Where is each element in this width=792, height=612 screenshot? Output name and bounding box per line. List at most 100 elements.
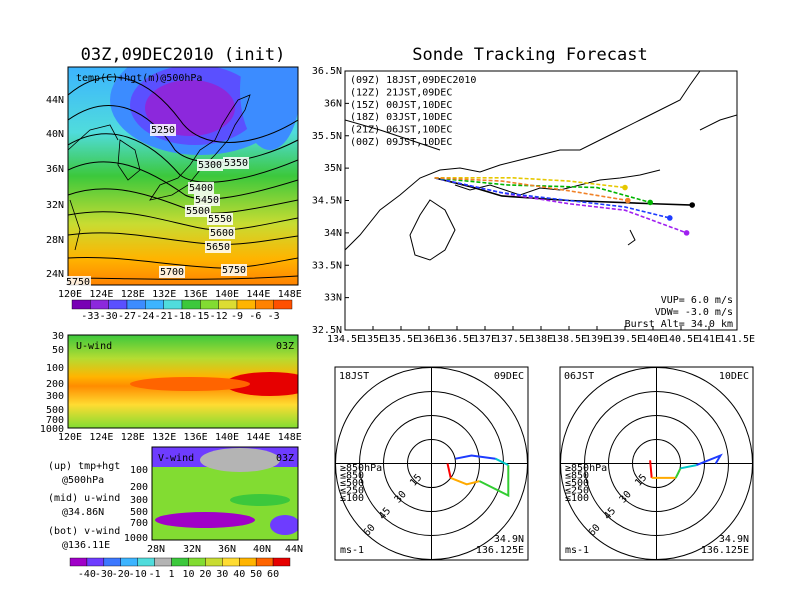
pressure-label: 500 xyxy=(46,405,64,416)
legend-entry: ≤250 xyxy=(565,486,589,497)
colorbar-label: -30 xyxy=(100,311,118,322)
lat-label: 40N xyxy=(253,544,271,555)
lat-label: 44N xyxy=(46,95,64,106)
lon-label: 132E xyxy=(152,289,176,300)
pressure-label: 30 xyxy=(52,331,64,342)
track-title: Sonde Tracking Forecast xyxy=(412,45,647,65)
contour-label: 5600 xyxy=(210,228,234,239)
note: @136.11E xyxy=(62,540,110,551)
colorbar-box xyxy=(255,299,274,310)
contour-label-bg xyxy=(185,205,211,217)
colorbar-box xyxy=(200,299,219,310)
lat-label: 34.9N xyxy=(719,534,749,545)
hodograph xyxy=(680,464,697,470)
x-tick-label: 138E xyxy=(529,334,553,345)
colorbar-label: -6 xyxy=(249,311,261,322)
legend-entry: ≤250 xyxy=(340,486,364,497)
y-tick-label: 33.5N xyxy=(312,260,342,271)
pressure-label: 300 xyxy=(46,391,64,402)
colorbar-label: -18 xyxy=(173,311,191,322)
date-label: 10DEC xyxy=(719,371,749,382)
contour-label-bg xyxy=(65,276,91,288)
contour-label: 5650 xyxy=(206,242,230,253)
colorbar-box xyxy=(69,557,88,567)
contour-label: 5350 xyxy=(224,158,248,169)
map-label: temp(C)+hgt(m)@500hPa xyxy=(76,73,202,84)
range-ring xyxy=(407,439,456,488)
x-tick-label: 136E xyxy=(417,334,441,345)
legend-entry: ≤850 xyxy=(340,471,364,482)
lon-label: 128E xyxy=(121,289,145,300)
track-line xyxy=(434,177,651,204)
pressure-label: 700 xyxy=(46,415,64,426)
colorbar-box xyxy=(108,299,128,310)
pressure-label: 500 xyxy=(130,507,148,518)
colorbar-label: -21 xyxy=(155,311,173,322)
tracks xyxy=(434,177,695,236)
hodograph xyxy=(495,457,509,466)
hodograph xyxy=(674,467,682,479)
colorbar-label: 10 xyxy=(182,569,194,580)
annotation: Burst Alt= 34.0 km xyxy=(625,319,733,330)
legend-entry: ≥850hPa xyxy=(565,463,607,474)
unit-label: ms-1 xyxy=(340,545,364,556)
track-end xyxy=(689,202,695,208)
y-tick-label: 32.5N xyxy=(312,325,342,336)
v-wind-frame xyxy=(151,446,299,541)
range-ring xyxy=(632,439,681,488)
lat-label: 36N xyxy=(218,544,236,555)
colorbar-box xyxy=(103,557,121,567)
lon-label: 124E xyxy=(89,289,113,300)
pressure-label: 1000 xyxy=(124,533,148,544)
legend-entry: (15Z) 00JST,10DEC xyxy=(350,100,452,111)
legend-entry: (18Z) 03JST,10DEC xyxy=(350,112,452,123)
pressure-label: 300 xyxy=(130,495,148,506)
track-end xyxy=(622,184,628,191)
hodograph xyxy=(455,454,496,460)
pressure-label: 200 xyxy=(130,482,148,493)
x-tick-label: 141E xyxy=(697,334,721,345)
colorbar-box xyxy=(90,299,109,310)
lat-label: 36N xyxy=(46,164,64,175)
range-ring xyxy=(560,367,753,560)
range-ring xyxy=(608,415,705,512)
colorbar-label: -1 xyxy=(149,569,161,580)
track-end xyxy=(647,199,653,206)
contour-label: 5750 xyxy=(222,265,246,276)
colorbar-label: -33 xyxy=(81,311,99,322)
track-line xyxy=(434,177,670,219)
contour-label-bg xyxy=(188,182,214,194)
contour-label: 5250 xyxy=(151,125,175,136)
colorbar-box xyxy=(181,299,201,310)
lon-label: 136E xyxy=(184,289,208,300)
note: @34.86N xyxy=(62,507,104,518)
u-wind-field xyxy=(68,335,298,428)
colorbar-box xyxy=(218,299,238,310)
annotation: VUP= 6.0 m/s xyxy=(661,295,733,306)
y-tick-label: 34N xyxy=(324,228,342,239)
colorbar-label: -10 xyxy=(129,569,147,580)
lon-label: 128E xyxy=(121,432,145,443)
colorbar-box xyxy=(71,299,91,310)
time-label: 18JST xyxy=(339,371,369,382)
x-tick-label: 137E xyxy=(473,334,497,345)
track-end xyxy=(683,230,690,236)
v-wind-time: 03Z xyxy=(276,453,294,464)
x-tick-label: 138.5E xyxy=(551,334,587,345)
colorbar-box xyxy=(255,557,274,567)
contour-label-bg xyxy=(209,227,235,239)
pressure-label: 200 xyxy=(46,379,64,390)
legend-entry: ≤100 xyxy=(565,493,589,504)
colorbar-box xyxy=(188,557,206,567)
colorbar-label: -24 xyxy=(136,311,154,322)
y-tick-label: 35N xyxy=(324,163,342,174)
colorbar-label: 20 xyxy=(199,569,211,580)
v-wind-field xyxy=(152,447,298,540)
colorbar-box xyxy=(236,299,256,310)
track-end xyxy=(625,197,631,204)
lat-label: 28N xyxy=(147,544,165,555)
lon-label: 120E xyxy=(58,289,82,300)
hodograph xyxy=(649,460,653,478)
note: (bot) v-wind xyxy=(48,526,120,537)
colorbar-label: -12 xyxy=(210,311,228,322)
